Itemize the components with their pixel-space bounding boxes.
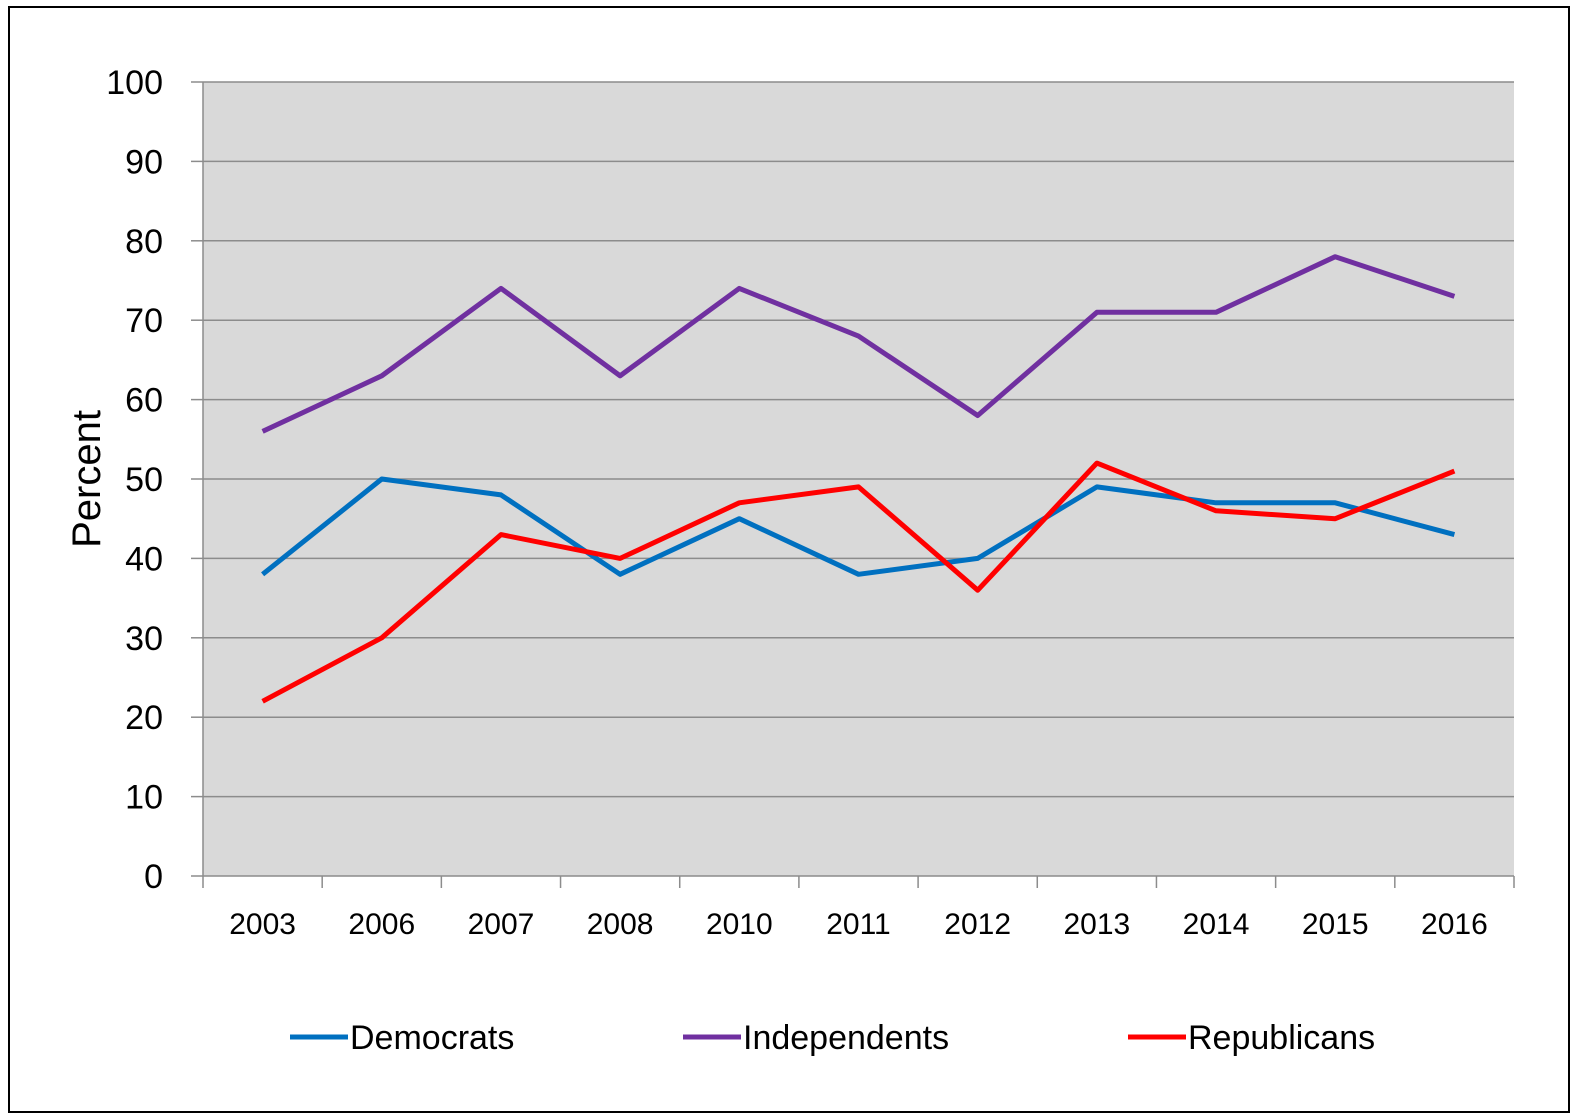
y-tick-label: 90 [125, 143, 163, 181]
y-tick-label: 30 [125, 620, 163, 658]
x-tick-label: 2013 [1063, 908, 1130, 941]
y-tick-label: 20 [125, 699, 163, 737]
y-tick-label: 100 [106, 64, 163, 102]
x-tick-label: 2003 [229, 908, 296, 941]
x-tick-label: 2006 [348, 908, 415, 941]
y-tick-label: 10 [125, 779, 163, 817]
x-tick-label: 2010 [706, 908, 773, 941]
series-lines [261, 254, 1456, 704]
legend: Democrats Independents Republicans [290, 1019, 1375, 1057]
legend-label: Independents [743, 1019, 949, 1057]
legend-item-democrats: Democrats [290, 1019, 514, 1057]
x-tick-label: 2014 [1183, 908, 1250, 941]
y-tick-label: 80 [125, 223, 163, 261]
legend-item-independents: Independents [683, 1019, 949, 1057]
x-tick-label: 2007 [468, 908, 535, 941]
x-tick-label: 2008 [587, 908, 654, 941]
y-tick-label: 0 [144, 858, 163, 896]
series-line-independents [261, 254, 1456, 434]
x-tick-label: 2012 [944, 908, 1011, 941]
y-tick-label: 70 [125, 302, 163, 340]
y-tick-label: 50 [125, 461, 163, 499]
y-axis-label: Percent [65, 410, 109, 548]
axes: 0 10 20 30 40 50 60 70 80 90 100 2003 2006 2007 2008 20… [106, 64, 1515, 941]
legend-label: Democrats [350, 1019, 514, 1057]
series-line-democrats [261, 476, 1456, 577]
x-tick-label: 2016 [1421, 908, 1488, 941]
x-tick-label: 2015 [1302, 908, 1369, 941]
legend-item-republicans: Republicans [1128, 1019, 1375, 1057]
y-tick-label: 60 [125, 382, 163, 420]
series-line-republicans [261, 460, 1456, 704]
gridlines [203, 81, 1514, 798]
x-tick-label: 2011 [826, 908, 891, 941]
y-tick-label: 40 [125, 540, 163, 578]
legend-label: Republicans [1188, 1019, 1375, 1057]
